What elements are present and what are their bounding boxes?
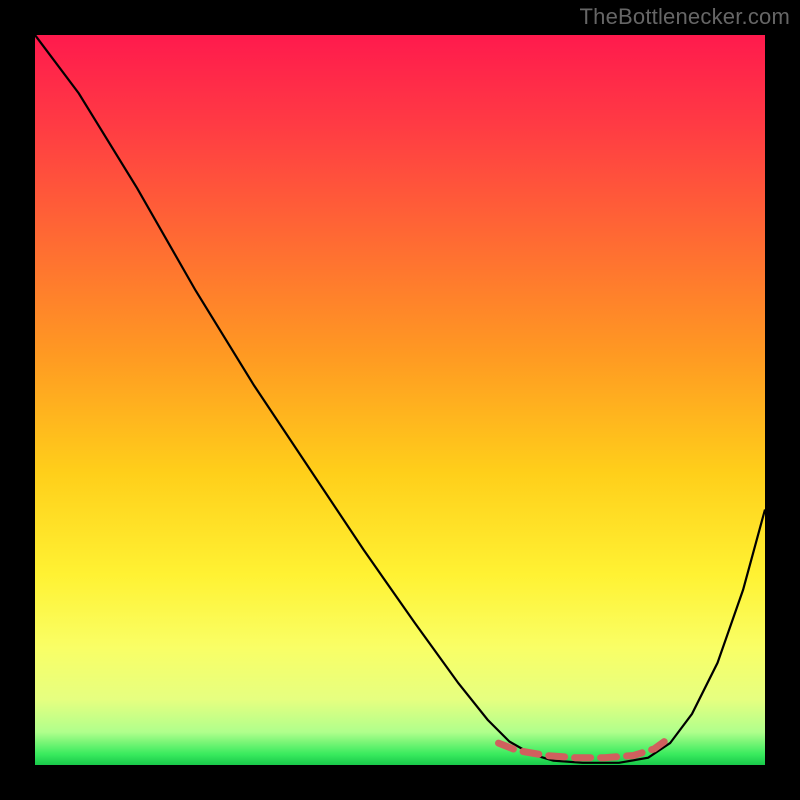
- flat-region-marker: [499, 742, 665, 758]
- watermark-text: TheBottlenecker.com: [580, 4, 790, 30]
- plot-area: [35, 35, 765, 765]
- bottleneck-curve: [35, 35, 765, 763]
- curve-layer: [35, 35, 765, 765]
- chart-frame: TheBottlenecker.com: [0, 0, 800, 800]
